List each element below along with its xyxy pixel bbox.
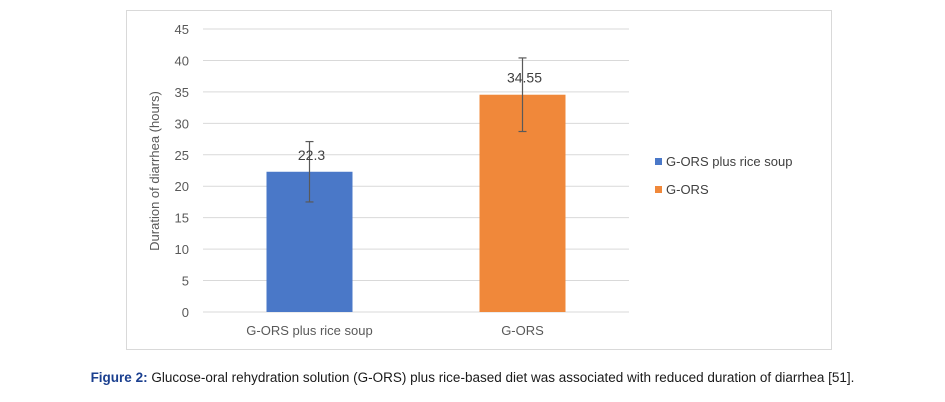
legend-label: G-ORS [666, 182, 709, 197]
chart-frame: 0 5 10 15 20 25 30 35 40 45 22.3 34.55 G-ORS plus … [126, 10, 832, 350]
error-bars [305, 57, 527, 203]
y-axis-ticks: 0 5 10 15 20 25 30 35 40 45 [175, 22, 189, 320]
data-labels: 22.3 34.55 [298, 70, 542, 163]
legend-swatch [655, 186, 662, 193]
x-axis-ticks: G-ORS plus rice soup G-ORS [246, 323, 544, 338]
y-tick-label: 15 [175, 211, 189, 226]
y-tick-label: 20 [175, 179, 189, 194]
figure-caption: Figure 2: Glucose-oral rehydration solut… [0, 370, 945, 385]
bars [266, 94, 566, 312]
data-label: 22.3 [298, 147, 325, 163]
y-axis-label: Duration of diarrhea (hours) [147, 91, 162, 251]
caption-text: Glucose-oral rehydration solution (G-ORS… [147, 370, 855, 385]
legend: G-ORS plus rice soup G-ORS [655, 154, 792, 197]
bar-chart: 0 5 10 15 20 25 30 35 40 45 22.3 34.55 G-ORS plus … [147, 22, 792, 338]
y-tick-label: 35 [175, 85, 189, 100]
legend-swatch [655, 158, 662, 165]
x-tick-label: G-ORS plus rice soup [246, 323, 372, 338]
data-label: 34.55 [507, 70, 542, 86]
y-tick-label: 30 [175, 116, 189, 131]
x-tick-label: G-ORS [501, 323, 544, 338]
y-tick-label: 10 [175, 242, 189, 257]
y-tick-label: 0 [182, 305, 189, 320]
y-tick-label: 25 [175, 148, 189, 163]
y-tick-label: 40 [175, 53, 189, 68]
caption-label: Figure 2: [90, 370, 148, 385]
legend-label: G-ORS plus rice soup [666, 154, 792, 169]
y-tick-label: 45 [175, 22, 189, 37]
y-tick-label: 5 [182, 274, 189, 289]
